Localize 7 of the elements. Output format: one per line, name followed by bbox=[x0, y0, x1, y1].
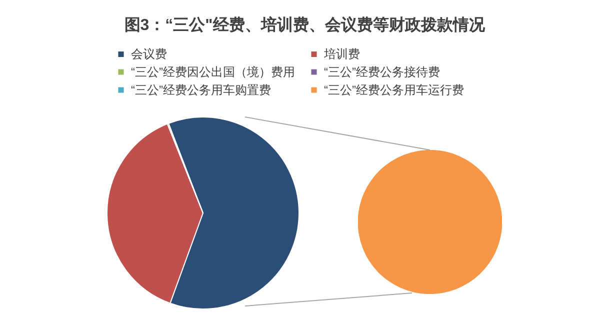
legend-label: “三公”经费因公出国（境）费用 bbox=[131, 65, 295, 79]
legend-label: “三公”经费公务用车运行费 bbox=[324, 83, 464, 97]
legend-label: 会议费 bbox=[131, 47, 167, 62]
legend-label: 培训费 bbox=[323, 47, 360, 62]
legend-label: “三公”经费公务接待费 bbox=[324, 65, 440, 79]
legend-label: “三公”经费公务用车购置费 bbox=[131, 83, 271, 97]
chart-title: 图3：“三公"经费、培训费、会议费等财政拨款情况 bbox=[124, 16, 486, 34]
